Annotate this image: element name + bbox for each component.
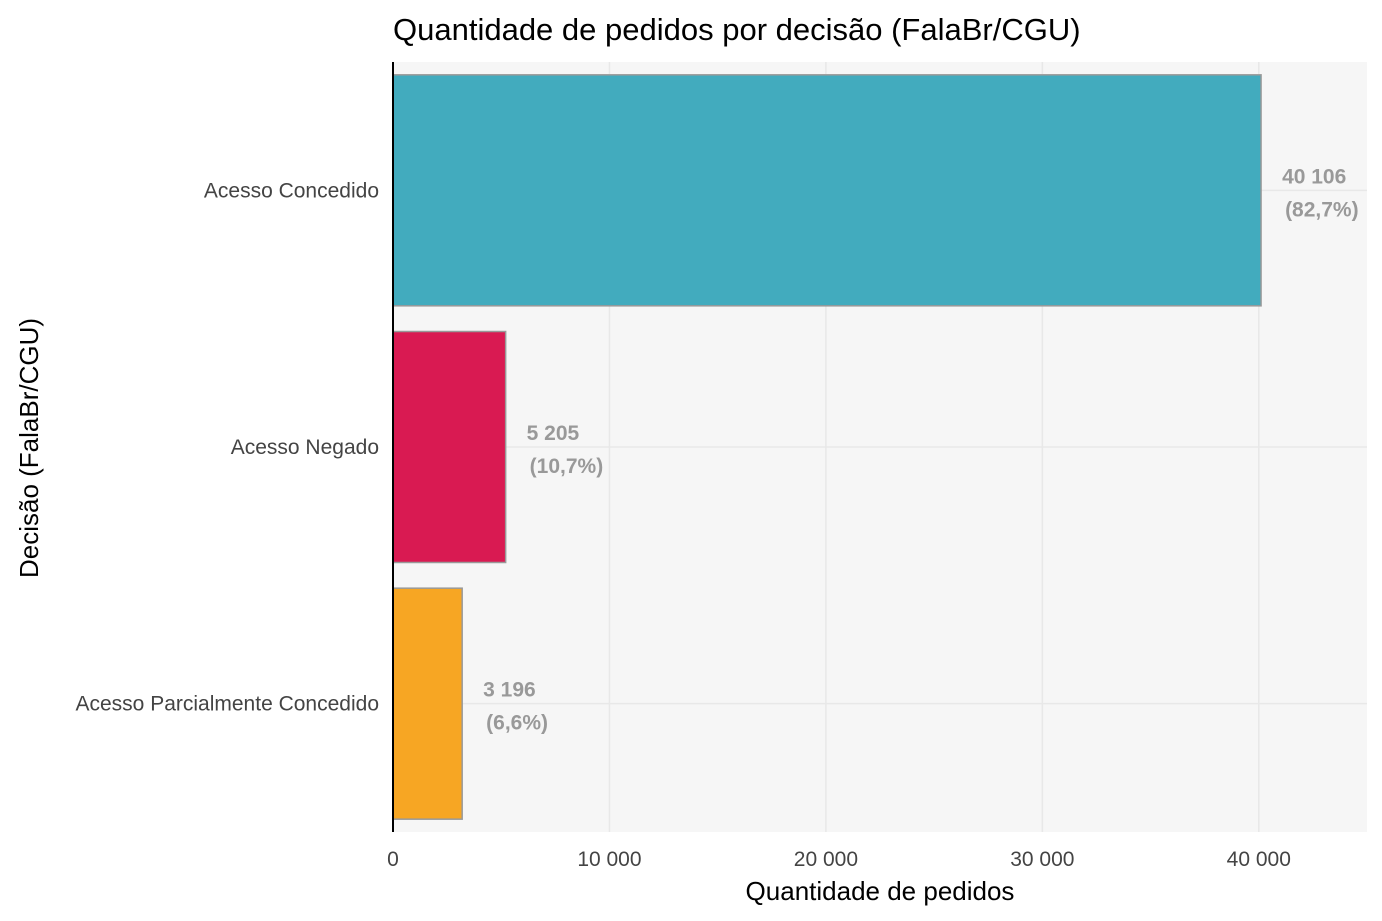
percent-label: (10,7%) [530,455,604,478]
value-label: 3 196 [483,679,536,702]
category-label: Acesso Concedido [204,179,379,202]
category-labels: Acesso Concedido Acesso Negado Acesso Parc… [76,179,380,715]
y-axis-title: Decisão (FalaBr/CGU) [14,318,44,578]
data-labels: 40 106 (82,7%) 5 205 (10,7%) 3 196 (6,6%) [483,165,1358,734]
x-tick-label: 20 000 [794,848,858,871]
x-tick-label: 10 000 [577,848,641,871]
percent-label: (6,6%) [486,712,548,735]
value-label: 5 205 [527,422,580,445]
x-axis-title: Quantidade de pedidos [746,876,1015,906]
bars [392,74,1262,820]
x-tick-label: 0 [387,848,399,871]
bar [392,587,463,820]
chart-title: Quantidade de pedidos por decisão (FalaB… [393,12,1081,47]
bar [392,330,507,564]
percent-label: (82,7%) [1285,198,1359,221]
x-tick-label: 30 000 [1010,848,1074,871]
x-tick-label: 40 000 [1227,848,1291,871]
value-label: 40 106 [1282,165,1346,188]
category-label: Acesso Parcialmente Concedido [76,693,380,716]
category-label: Acesso Negado [231,436,379,459]
x-tick-labels: 0 10 000 20 000 30 000 40 000 [387,848,1291,871]
bar [392,74,1262,307]
